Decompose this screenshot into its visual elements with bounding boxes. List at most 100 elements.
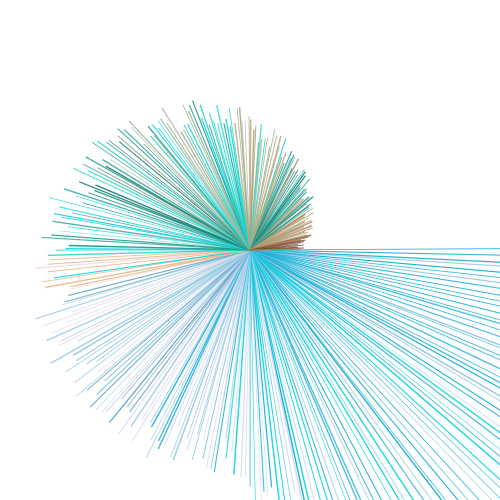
ray-line xyxy=(249,249,500,450)
ray-line xyxy=(249,249,500,434)
ray-line xyxy=(106,141,251,251)
ray-line xyxy=(249,128,276,251)
ray-line xyxy=(205,249,251,469)
ray-line xyxy=(249,249,500,441)
ray-line xyxy=(129,249,251,413)
ray-line xyxy=(53,249,251,279)
ray-line xyxy=(249,248,500,251)
ray-line xyxy=(249,249,480,500)
ray-line xyxy=(249,249,315,500)
ray-line xyxy=(202,249,251,441)
ray-line xyxy=(244,249,251,477)
ray-line xyxy=(117,135,251,251)
ray-line xyxy=(108,140,251,251)
ray-line xyxy=(177,249,251,427)
ray-line xyxy=(210,249,251,469)
ray-line xyxy=(249,249,459,500)
ray-line xyxy=(95,249,251,411)
ray-line xyxy=(63,188,251,251)
ray-line xyxy=(76,249,251,397)
ray-line xyxy=(240,249,251,478)
ray-line xyxy=(249,249,269,497)
ray-line xyxy=(249,249,328,500)
ray-line xyxy=(249,249,500,481)
ray-line xyxy=(249,249,321,500)
ray-line xyxy=(234,122,251,251)
ray-line xyxy=(187,249,251,439)
ray-line xyxy=(249,249,347,500)
ray-line xyxy=(89,249,251,408)
ray-line xyxy=(73,167,251,251)
ray-line xyxy=(59,249,251,346)
ray-line xyxy=(58,206,251,251)
ray-line xyxy=(249,249,280,500)
ray-line xyxy=(249,249,500,302)
ray-line xyxy=(249,249,500,418)
ray-line xyxy=(188,104,251,251)
ray-line xyxy=(87,169,251,251)
ray-line xyxy=(51,234,251,251)
ray-line xyxy=(50,249,251,261)
ray-line xyxy=(249,249,500,263)
ray-line xyxy=(68,249,251,297)
ray-line xyxy=(249,249,500,499)
ray-line xyxy=(96,249,251,395)
ray-line xyxy=(249,249,370,500)
ray-line xyxy=(118,249,251,435)
ray-line xyxy=(249,249,265,492)
ray-line xyxy=(73,249,251,356)
ray-line xyxy=(97,140,251,251)
ray-line xyxy=(51,249,251,334)
ray-line xyxy=(249,249,500,384)
ray-line xyxy=(249,249,500,321)
ray-line xyxy=(143,143,251,251)
ray-line xyxy=(249,125,257,251)
ray-line xyxy=(249,249,415,500)
ray-line xyxy=(71,249,251,313)
ray-line xyxy=(150,249,251,441)
ray-line xyxy=(86,249,251,365)
ray-line xyxy=(147,125,251,251)
ray-line xyxy=(145,249,251,459)
ray-line xyxy=(53,213,251,251)
ray-line xyxy=(35,249,251,320)
ray-line xyxy=(105,249,251,413)
ray-line xyxy=(130,249,251,428)
ray-line xyxy=(77,249,251,342)
ray-line xyxy=(249,174,299,251)
ray-line xyxy=(241,121,251,251)
ray-line xyxy=(249,249,500,307)
ray-line xyxy=(249,249,296,492)
ray-line xyxy=(76,249,251,362)
ray-line xyxy=(104,249,251,382)
ray-line xyxy=(249,249,493,500)
ray-line xyxy=(82,202,251,251)
ray-line xyxy=(102,158,251,251)
ray-line xyxy=(249,249,375,500)
ray-line xyxy=(249,249,406,500)
ray-line xyxy=(231,249,251,453)
ray-line xyxy=(249,249,425,500)
ray-line xyxy=(166,122,251,251)
ray-line xyxy=(249,249,310,500)
ray-line xyxy=(109,158,251,251)
ray-line xyxy=(249,249,500,356)
ray-line xyxy=(48,249,251,273)
ray-line xyxy=(215,104,251,251)
ray-line xyxy=(249,249,500,314)
ray-line xyxy=(65,249,251,324)
ray-line xyxy=(249,249,262,500)
ray-line xyxy=(249,249,334,500)
ray-line xyxy=(249,249,443,500)
ray-line xyxy=(249,249,500,402)
ray-line xyxy=(196,249,251,435)
ray-line xyxy=(249,249,500,428)
ray-line xyxy=(43,249,251,327)
ray-line xyxy=(91,141,251,251)
ray-line xyxy=(249,248,301,251)
ray-line xyxy=(48,197,251,251)
ray-line xyxy=(141,249,251,421)
ray-line xyxy=(249,146,280,251)
ray-line xyxy=(249,249,500,397)
